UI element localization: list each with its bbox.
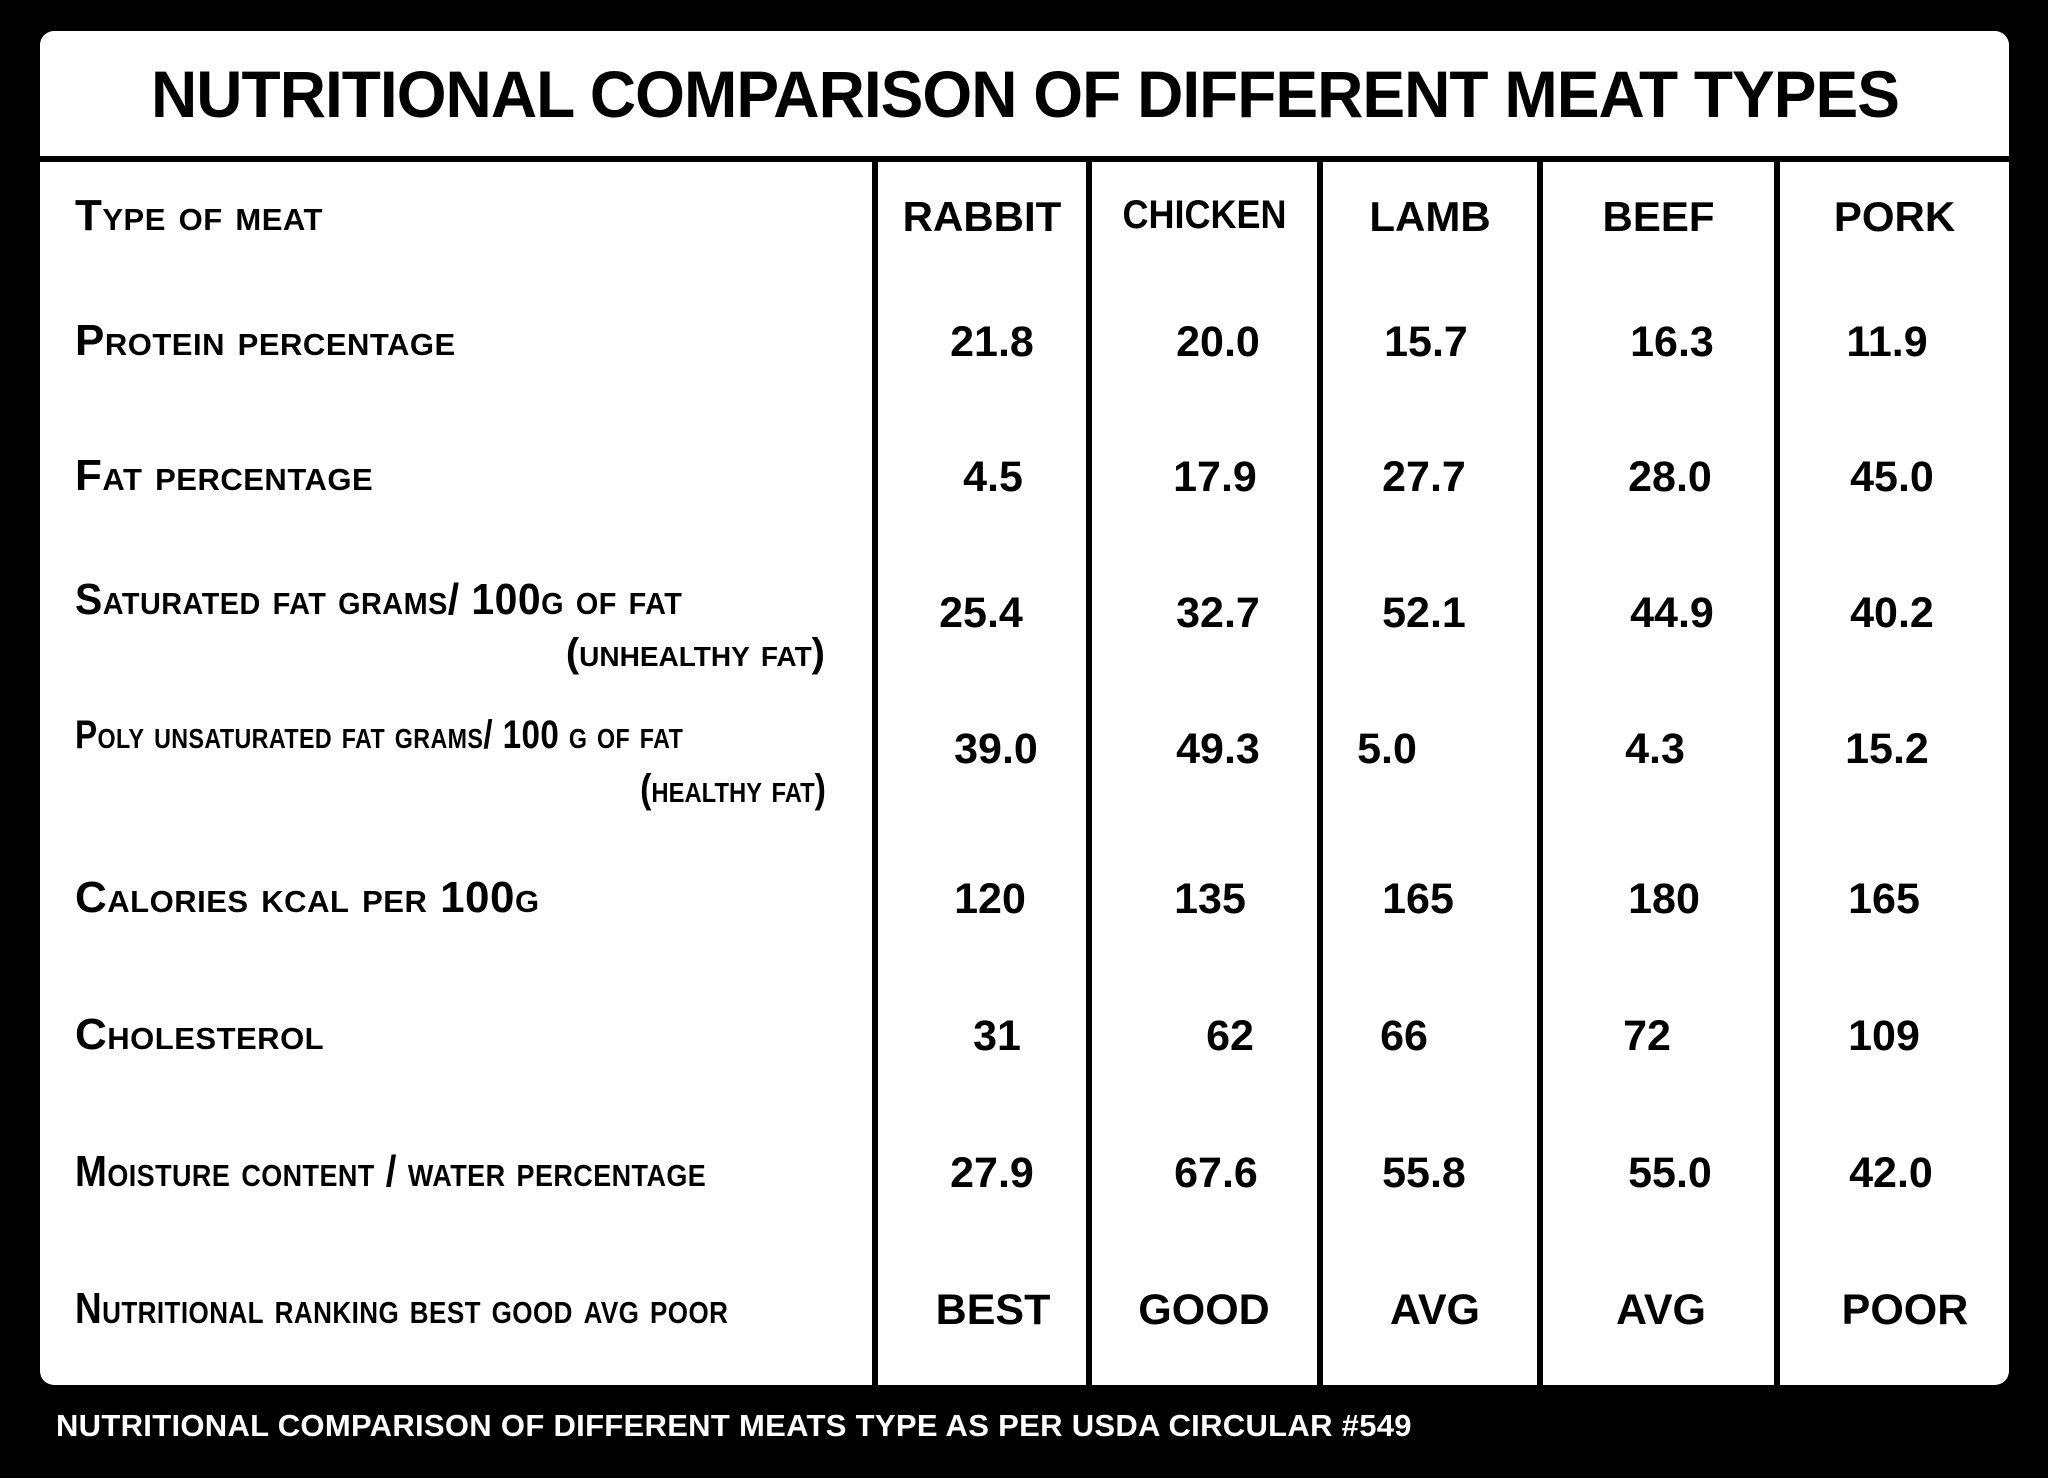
header-label: Type of meat — [75, 191, 323, 240]
cell-fat-rabbit: 4.5 — [963, 453, 1023, 501]
cell-moisture-chicken: 67.6 — [1174, 1149, 1258, 1197]
cell-ranking-pork: POOR — [1841, 1286, 1969, 1334]
row-label-moisture: Moisture content / water percentage — [75, 1147, 707, 1196]
cell-moisture-lamb: 55.8 — [1382, 1149, 1466, 1197]
column-header-pork: PORK — [1833, 193, 1956, 240]
cell-fat-lamb: 27.7 — [1382, 453, 1466, 501]
cell-moisture-rabbit: 27.9 — [950, 1149, 1034, 1197]
cell-protein-rabbit: 21.8 — [950, 318, 1034, 366]
cell-calories-rabbit: 120 — [954, 875, 1026, 923]
cell-cholesterol-pork: 109 — [1848, 1012, 1920, 1060]
footer-caption: NUTRITIONAL COMPARISON OF DIFFERENT MEAT… — [56, 1408, 1412, 1443]
column-divider — [1317, 156, 1323, 1385]
title-bar: NUTRITIONAL COMPARISON OF DIFFERENT MEAT… — [40, 31, 2009, 156]
cell-protein-pork: 11.9 — [1846, 318, 1928, 366]
cell-calories-pork: 165 — [1848, 875, 1920, 923]
cell-ranking-lamb: AVG — [1390, 1286, 1480, 1334]
cell-saturated-chicken: 32.7 — [1176, 589, 1260, 637]
cell-fat-pork: 45.0 — [1850, 453, 1934, 501]
cell-poly-chicken: 49.3 — [1176, 725, 1260, 773]
column-divider — [872, 156, 878, 1385]
row-label-poly-unsaturated-fat: Poly unsaturated fat grams/ 100 g of fat — [75, 713, 684, 757]
cell-moisture-pork: 42.0 — [1849, 1149, 1933, 1197]
cell-fat-beef: 28.0 — [1628, 453, 1712, 501]
cell-saturated-pork: 40.2 — [1850, 589, 1934, 637]
row-sub-saturated-fat: (unhealthy fat) — [565, 631, 825, 675]
cell-calories-beef: 180 — [1628, 875, 1700, 923]
column-header-beef: BEEF — [1602, 193, 1715, 240]
column-divider — [1537, 156, 1543, 1385]
row-label-cholesterol: Cholesterol — [75, 1010, 325, 1059]
row-label-fat: Fat percentage — [75, 451, 374, 500]
column-header-rabbit: RABBIT — [902, 193, 1062, 240]
cell-saturated-beef: 44.9 — [1630, 589, 1714, 637]
row-sub-poly-unsaturated-fat: (healthy fat) — [640, 767, 826, 811]
cell-poly-lamb: 5.0 — [1357, 725, 1417, 773]
cell-ranking-beef: AVG — [1616, 1286, 1706, 1334]
row-label-protein: Protein percentage — [75, 316, 456, 365]
cell-ranking-chicken: GOOD — [1138, 1286, 1270, 1334]
page-title: NUTRITIONAL COMPARISON OF DIFFERENT MEAT… — [150, 56, 1900, 131]
cell-calories-lamb: 165 — [1382, 875, 1454, 923]
cell-moisture-beef: 55.0 — [1628, 1149, 1712, 1197]
cell-protein-chicken: 20.0 — [1176, 318, 1260, 366]
title-divider — [40, 156, 2009, 162]
cell-poly-pork: 15.2 — [1845, 725, 1929, 773]
row-label-calories: Calories kcal per 100g — [75, 873, 540, 922]
column-header-lamb: LAMB — [1369, 193, 1491, 240]
comparison-sheet: NUTRITIONAL COMPARISON OF DIFFERENT MEAT… — [40, 31, 2009, 1385]
cell-ranking-rabbit: BEST — [935, 1286, 1051, 1334]
row-label-ranking: Nutritional ranking best good avg poor — [75, 1284, 729, 1333]
cell-poly-beef: 4.3 — [1625, 725, 1685, 773]
column-divider — [1774, 156, 1780, 1385]
cell-saturated-lamb: 52.1 — [1382, 589, 1466, 637]
column-divider — [1086, 156, 1092, 1385]
cell-protein-beef: 16.3 — [1630, 318, 1714, 366]
cell-fat-chicken: 17.9 — [1173, 453, 1257, 501]
cell-saturated-rabbit: 25.4 — [939, 589, 1023, 637]
column-header-chicken: CHICKEN — [1122, 193, 1287, 237]
cell-calories-chicken: 135 — [1174, 875, 1246, 923]
cell-poly-rabbit: 39.0 — [954, 725, 1038, 773]
cell-cholesterol-beef: 72 — [1623, 1012, 1671, 1060]
cell-cholesterol-rabbit: 31 — [973, 1012, 1021, 1060]
row-label-saturated-fat: Saturated fat grams/ 100g of fat — [75, 575, 683, 624]
cell-cholesterol-lamb: 66 — [1380, 1012, 1428, 1060]
cell-protein-lamb: 15.7 — [1384, 318, 1468, 366]
cell-cholesterol-chicken: 62 — [1206, 1012, 1254, 1060]
